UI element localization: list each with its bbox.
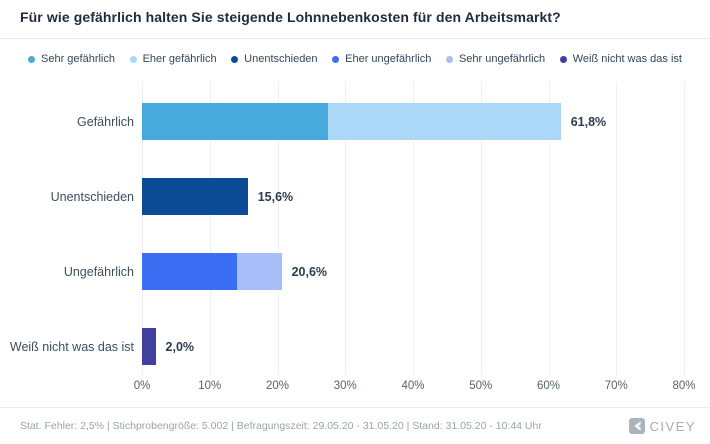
bar-row [142, 253, 282, 290]
legend-item: Eher ungefährlich [332, 53, 431, 65]
gridline [616, 82, 618, 375]
bar-segment [328, 103, 561, 140]
legend-label: Eher ungefährlich [345, 53, 432, 65]
category-label: Gefährlich [77, 114, 134, 129]
gridline [345, 82, 347, 375]
chart-legend: Sehr gefährlich Eher gefährlich Unentschie… [28, 51, 682, 67]
legend-dot-icon [332, 55, 340, 63]
legend-dot-icon [445, 55, 453, 63]
x-tick-label: 20% [265, 380, 290, 392]
legend-item: Sehr gefährlich [28, 53, 115, 65]
legend-label: Eher gefährlich [142, 53, 217, 65]
x-tick-label: 0% [133, 380, 151, 392]
bar-segment [236, 253, 282, 290]
legend-label: Sehr ungefährlich [458, 53, 546, 65]
x-tick-label: 80% [672, 380, 696, 392]
x-tick-label: 50% [469, 380, 493, 392]
civey-logo-icon [629, 418, 646, 434]
category-label: Ungefährlich [63, 264, 134, 279]
bar-segment [142, 178, 248, 215]
legend-dot-icon [129, 55, 137, 63]
value-label: 15,6% [257, 189, 294, 204]
bar-segment [142, 253, 237, 290]
page-title: Für wie gefährlich halten Sie steigende … [20, 9, 561, 25]
legend-dot-icon [231, 55, 239, 63]
value-label: 20,6% [291, 264, 328, 279]
bar-row [142, 178, 248, 215]
category-label: Unentschieden [50, 189, 134, 204]
legend-dot-icon [559, 55, 567, 63]
gridline [413, 82, 414, 375]
gridline [548, 82, 550, 375]
legend-label: Sehr gefährlich [41, 53, 115, 65]
x-tick-label: 70% [604, 380, 628, 392]
bar-row [142, 328, 156, 365]
legend-dot-icon [28, 55, 35, 63]
x-tick-label: 10% [198, 380, 222, 392]
footer-metadata-text: Stat. Fehler: 2,5% | Stichprobengröße: 5… [20, 420, 542, 432]
gridline [209, 82, 211, 375]
legend-label: Weiß nicht was das ist [572, 53, 682, 65]
gridline [277, 82, 279, 375]
legend-item: Weiß nicht was das ist [559, 53, 682, 65]
x-tick-label: 60% [536, 380, 561, 392]
x-tick-label: 30% [333, 380, 357, 392]
bar-segment [142, 103, 329, 140]
bar-chart: 0% 10% 20% 30% 40% 50% 60% 70% 80% Gefährlich 61,8… [0, 82, 710, 400]
legend-item: Eher gefährlich [129, 53, 217, 65]
gridline [684, 82, 685, 375]
title-divider [0, 38, 710, 39]
bar-row [142, 103, 561, 140]
brand-logo: CIVEY [629, 418, 696, 434]
value-label: 2,0% [165, 339, 195, 354]
gridline [142, 82, 143, 375]
brand-name: CIVEY [649, 418, 696, 434]
legend-label: Unentschieden [244, 53, 318, 65]
value-label: 61,8% [570, 114, 607, 129]
footer-bar: Stat. Fehler: 2,5% | Stichprobengröße: 5… [0, 407, 710, 444]
legend-item: Sehr ungefährlich [445, 53, 546, 65]
category-label: Weiß nicht was das ist [9, 339, 134, 354]
x-tick-label: 40% [401, 380, 425, 392]
bar-segment [142, 328, 156, 365]
gridline [480, 82, 482, 375]
legend-item: Unentschieden [231, 53, 318, 65]
